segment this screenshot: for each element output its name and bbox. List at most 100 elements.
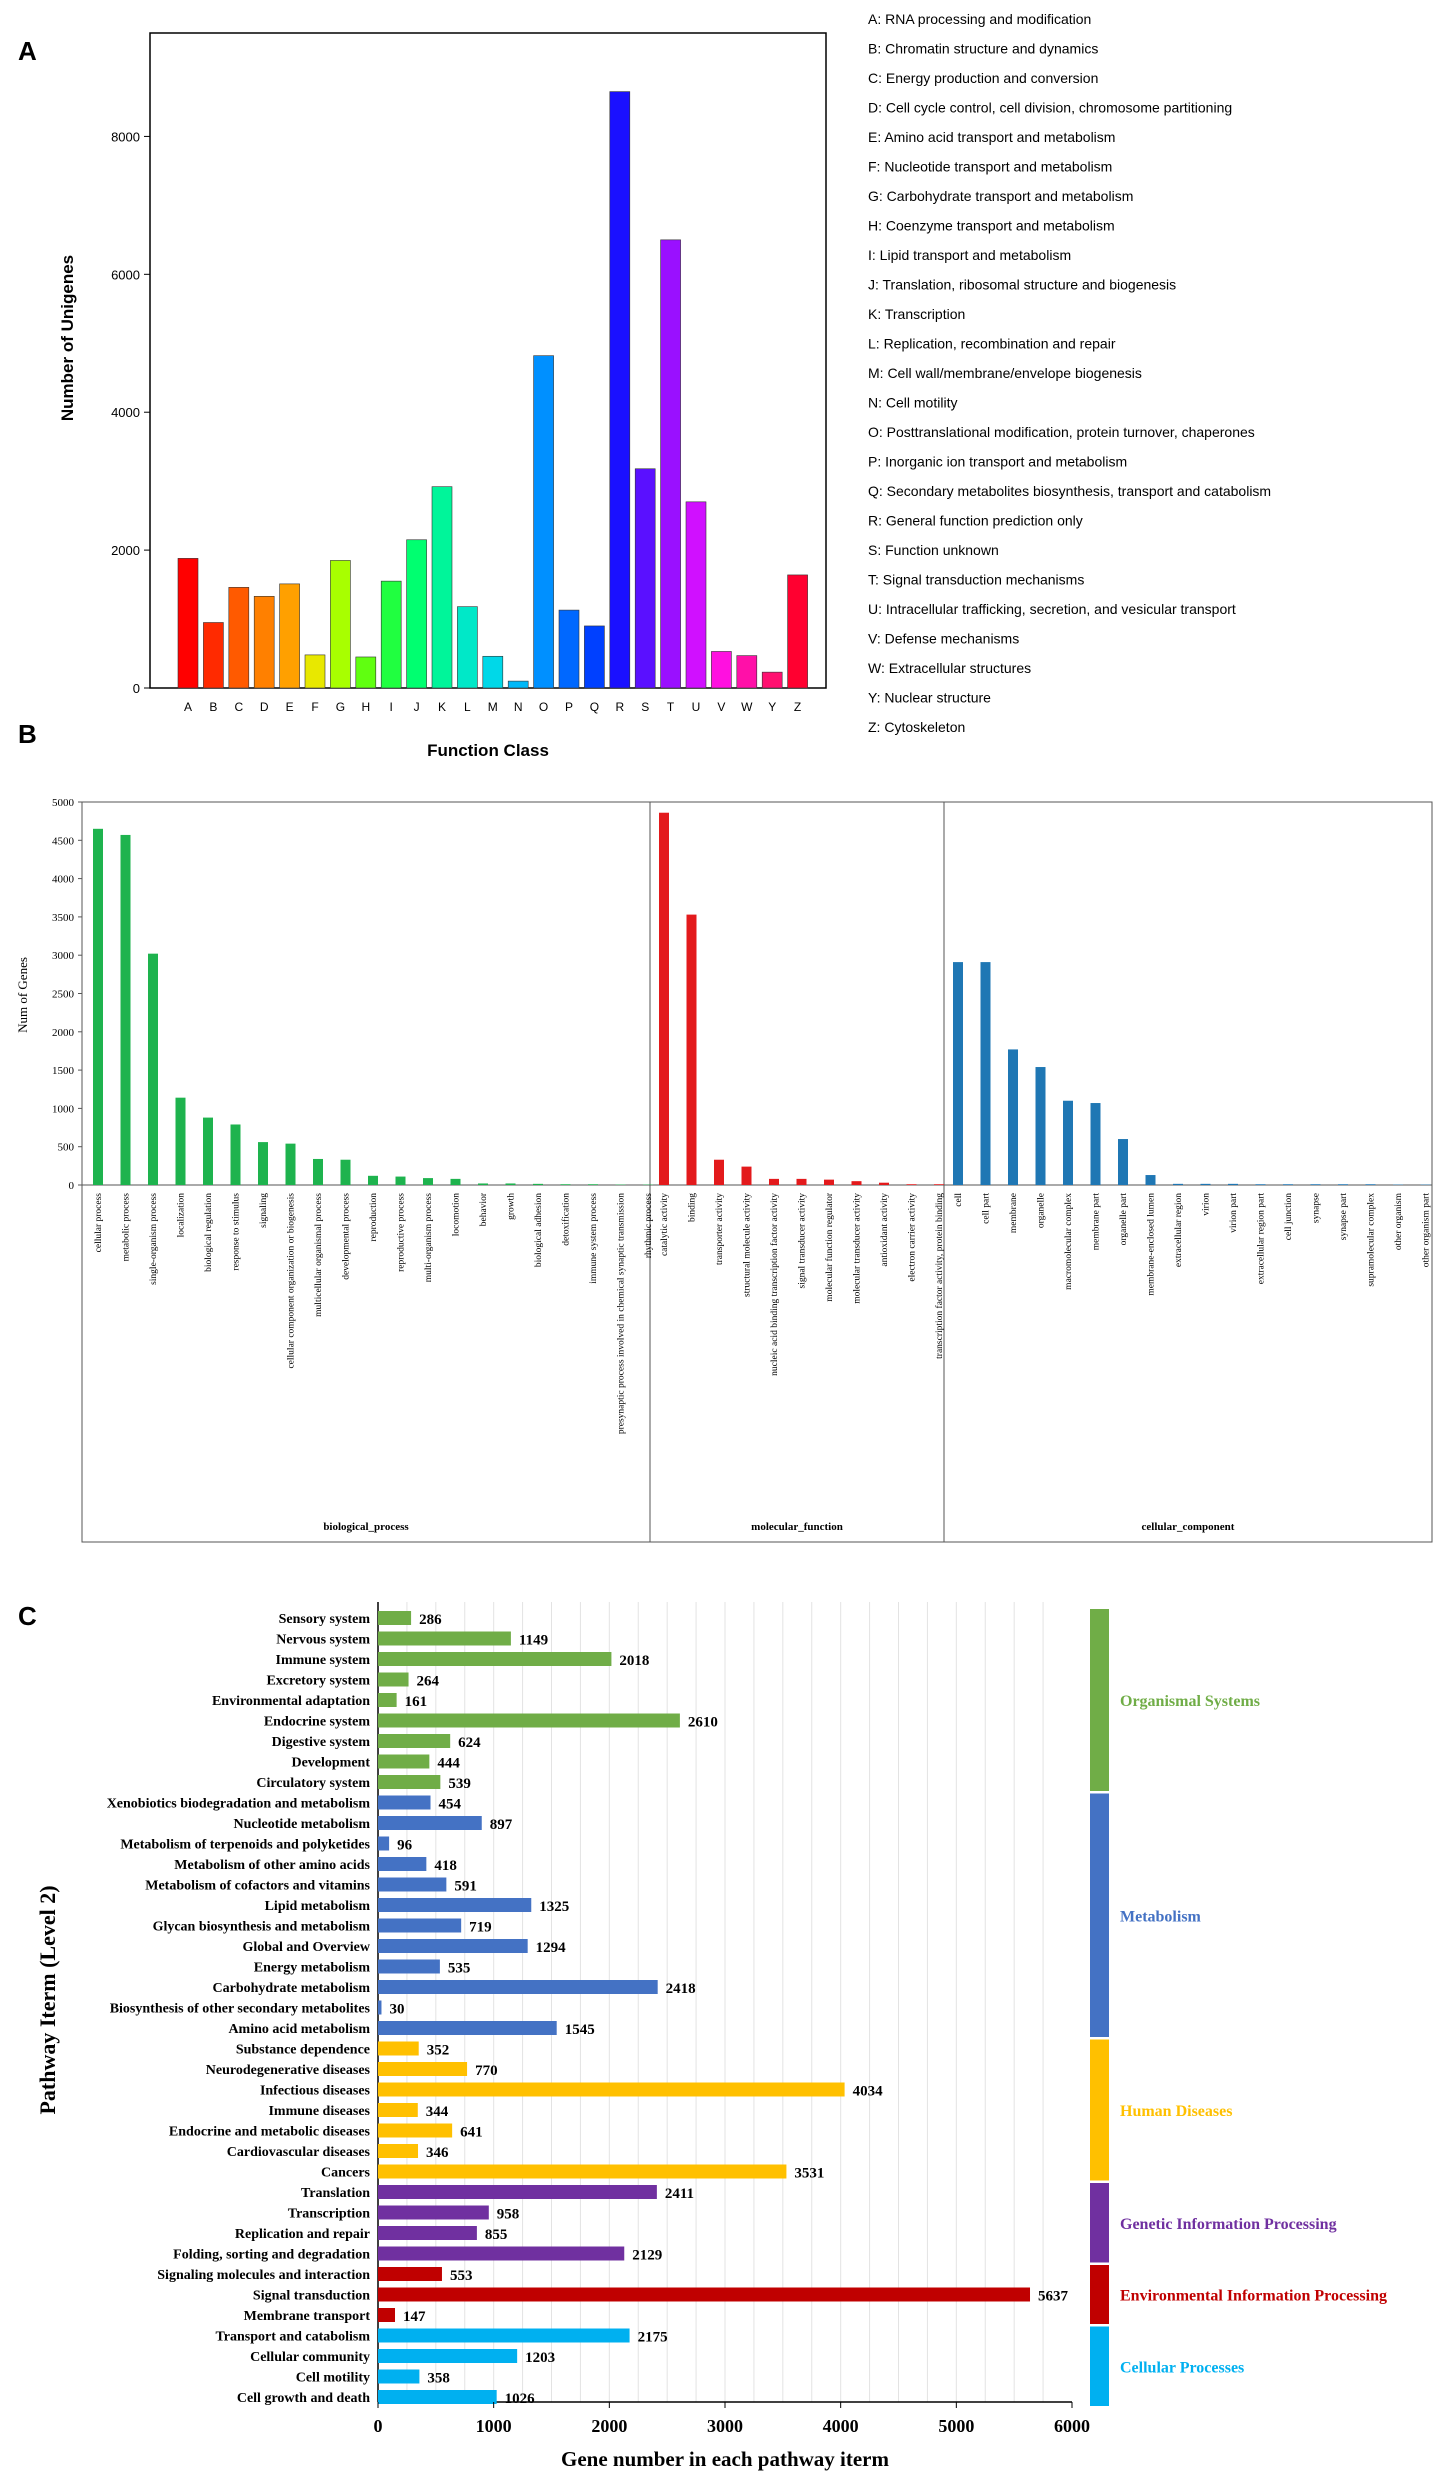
go-y-tick-label: 1500 <box>52 1065 75 1077</box>
cog-legend-entry: U: Intracellular trafficking, secretion,… <box>868 601 1236 617</box>
kegg-data-label: 591 <box>454 1879 477 1895</box>
cog-legend-entry: W: Extracellular structures <box>868 660 1031 676</box>
kegg-x-tick-label: 6000 <box>1054 2416 1090 2436</box>
kegg-data-label: 2129 <box>632 2248 662 2264</box>
cog-legend-entry: R: General function prediction only <box>868 513 1083 529</box>
go-y-tick-label: 3000 <box>52 950 75 962</box>
kegg-category-label: Environmental Information Processing <box>1120 2288 1387 2305</box>
kegg-data-label: 346 <box>426 2145 449 2161</box>
cog-x-tick-label: N <box>514 700 523 714</box>
kegg-data-label: 344 <box>426 2104 449 2120</box>
cog-legend-entry: F: Nucleotide transport and metabolism <box>868 159 1112 175</box>
kegg-bar <box>378 1652 612 1666</box>
go-x-tick-label: antioxidant activity <box>880 1193 890 1267</box>
kegg-bar <box>378 2103 418 2117</box>
cog-legend-entry: K: Transcription <box>868 306 965 322</box>
cog-x-axis-title: Function Class <box>427 741 549 760</box>
go-bar <box>478 1183 488 1185</box>
go-x-tick-label: detoxification <box>561 1193 572 1246</box>
go-bar <box>714 1159 724 1185</box>
go-x-tick-label: transcription factor activity, protein b… <box>934 1193 945 1359</box>
cog-bar <box>203 622 224 689</box>
kegg-data-label: 1545 <box>565 2022 595 2038</box>
go-group-label: molecular_function <box>751 1521 843 1533</box>
cog-bar <box>507 680 529 689</box>
kegg-bar <box>378 1672 409 1687</box>
cog-x-tick-label: W <box>741 700 753 714</box>
go-bar <box>1035 1067 1046 1185</box>
go-x-tick-label: rhythmic process <box>644 1193 654 1258</box>
go-bar <box>423 1178 433 1185</box>
cog-bar <box>634 468 656 689</box>
go-y-tick-label: 5000 <box>52 797 75 809</box>
kegg-x-axis-title: Gene number in each pathway iterm <box>561 2447 890 2471</box>
cog-legend-entry: P: Inorganic ion transport and metabolis… <box>868 454 1127 470</box>
cog-legend-entry: Z: Cytoskeleton <box>868 719 965 735</box>
kegg-data-label: 897 <box>490 1817 513 1833</box>
kegg-y-tick-label: Translation <box>301 2186 370 2201</box>
cog-y-tick-label: 0 <box>133 681 140 696</box>
kegg-data-label: 641 <box>460 2125 483 2141</box>
kegg-bar <box>378 2308 396 2322</box>
cog-x-tick-label: S <box>641 700 649 714</box>
go-y-tick-label: 500 <box>58 1142 75 1154</box>
kegg-data-label: 358 <box>427 2371 450 2387</box>
cog-legend-entry: C: Energy production and conversion <box>868 70 1098 86</box>
go-x-tick-label: presynaptic process involved in chemical… <box>617 1193 627 1434</box>
cog-bar <box>330 560 351 689</box>
kegg-data-label: 1325 <box>539 1899 569 1915</box>
kegg-data-label: 958 <box>497 2207 520 2223</box>
go-x-tick-label: electron carrier activity <box>908 1193 918 1282</box>
go-bar <box>1008 1049 1018 1185</box>
kegg-bar <box>378 1898 532 1912</box>
cog-x-tick-label: V <box>717 700 725 714</box>
go-x-tick-label: organelle <box>1037 1193 1047 1228</box>
kegg-bar <box>378 1877 447 1892</box>
kegg-category-bracket <box>1090 1609 1109 1791</box>
kegg-bar <box>378 1631 511 1646</box>
go-x-tick-label: biological adhesion <box>534 1193 544 1267</box>
kegg-y-tick-label: Endocrine and metabolic diseases <box>169 2125 371 2140</box>
kegg-y-tick-label: Cancers <box>321 2166 371 2181</box>
kegg-bar <box>378 1754 430 1769</box>
kegg-y-tick-label: Development <box>291 1756 370 1771</box>
cog-y-tick-label: 2000 <box>111 543 140 558</box>
kegg-y-tick-label: Transcription <box>288 2207 370 2222</box>
cog-bar <box>228 587 250 689</box>
go-y-tick-label: 3500 <box>52 912 75 924</box>
go-x-tick-label: behavior <box>479 1192 489 1226</box>
kegg-bar <box>378 1857 427 1871</box>
go-bar <box>533 1183 543 1185</box>
kegg-data-label: 286 <box>419 1612 442 1628</box>
go-x-tick-label: reproductive process <box>397 1193 407 1272</box>
cog-x-tick-label: H <box>361 700 370 714</box>
kegg-bar <box>378 2185 657 2199</box>
cog-bar <box>685 501 707 689</box>
cog-bar <box>355 656 377 689</box>
kegg-bar <box>378 1959 440 1974</box>
go-plot-frame <box>81 801 1433 1543</box>
go-x-tick-label: growth <box>507 1193 517 1220</box>
kegg-category-label: Metabolism <box>1120 1908 1202 1925</box>
cog-x-tick-label: F <box>311 700 318 714</box>
kegg-y-tick-label: Nucleotide metabolism <box>234 1817 371 1832</box>
go-bar <box>824 1179 834 1185</box>
kegg-data-label: 855 <box>485 2227 508 2243</box>
go-bar <box>505 1183 516 1185</box>
go-bar <box>588 1184 598 1185</box>
kegg-category-bracket <box>1090 2265 1109 2324</box>
go-x-tick-label: cellular process <box>94 1193 104 1253</box>
cog-legend-entry: H: Coenzyme transport and metabolism <box>868 218 1115 234</box>
kegg-category-bracket <box>1090 2039 1109 2181</box>
kegg-data-label: 2175 <box>638 2330 668 2346</box>
kegg-y-tick-label: Nervous system <box>276 1633 370 1648</box>
go-bar <box>980 962 991 1185</box>
go-bar <box>1283 1184 1293 1185</box>
go-x-tick-label: other organism part <box>1422 1193 1432 1268</box>
kegg-bar <box>378 2041 419 2056</box>
kegg-bar <box>378 2287 1031 2302</box>
cog-x-tick-label: P <box>565 700 573 714</box>
go-bar <box>1338 1184 1348 1185</box>
kegg-bar <box>378 1713 680 1728</box>
kegg-y-tick-label: Infectious diseases <box>260 2084 371 2099</box>
